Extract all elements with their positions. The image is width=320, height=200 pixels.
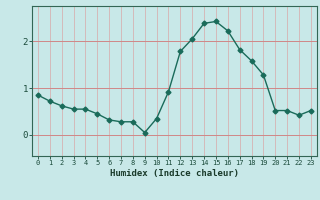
X-axis label: Humidex (Indice chaleur): Humidex (Indice chaleur) xyxy=(110,169,239,178)
